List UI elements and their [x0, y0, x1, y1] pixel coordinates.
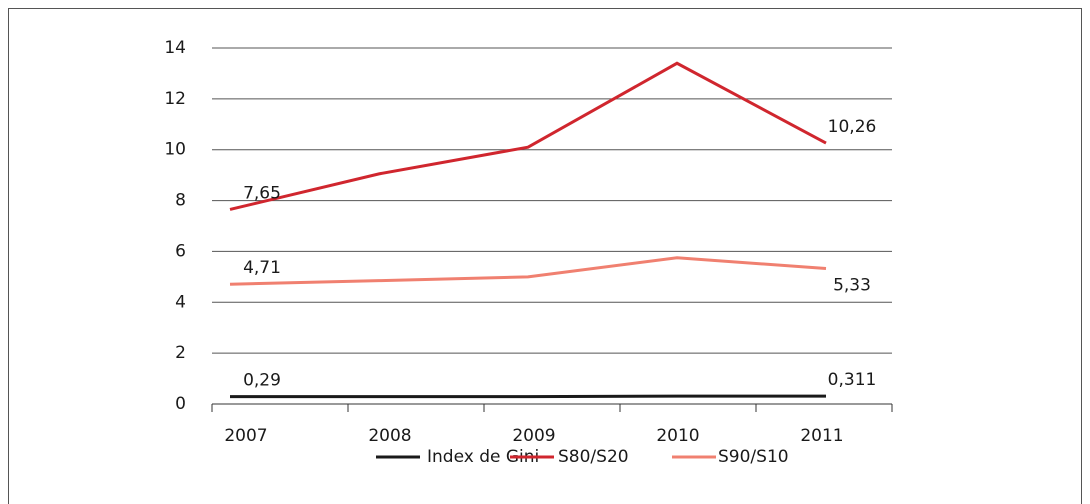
x-tick-label: 2007 [224, 426, 267, 446]
y-tick-label: 0 [175, 394, 186, 414]
legend-label: S80/S20 [558, 447, 629, 467]
y-tick-label: 6 [175, 241, 186, 261]
x-tick-label: 2008 [368, 426, 411, 446]
series-line [229, 61, 827, 211]
y-tick-label: 8 [175, 191, 186, 211]
data-label: 0,29 [243, 371, 281, 391]
data-label: 0,311 [828, 370, 877, 390]
data-label: 7,65 [243, 183, 281, 203]
y-tick-label: 10 [164, 140, 186, 160]
x-tick-label: 2011 [800, 426, 843, 446]
data-label: 10,26 [828, 117, 877, 137]
series-line [230, 394, 827, 399]
y-tick-label: 14 [164, 38, 186, 58]
data-label: 4,71 [243, 258, 281, 278]
y-tick-label: 2 [175, 343, 186, 363]
x-tick-label: 2010 [656, 426, 699, 446]
y-tick-label: 12 [164, 89, 186, 109]
series-line [229, 256, 827, 286]
frame [8, 8, 1082, 504]
y-tick-label: 4 [175, 292, 186, 312]
legend-label: Index de Gini [427, 447, 539, 467]
legend-label: S90/S10 [718, 447, 789, 467]
data-label: 5,33 [833, 275, 871, 295]
x-tick-label: 2009 [512, 426, 555, 446]
